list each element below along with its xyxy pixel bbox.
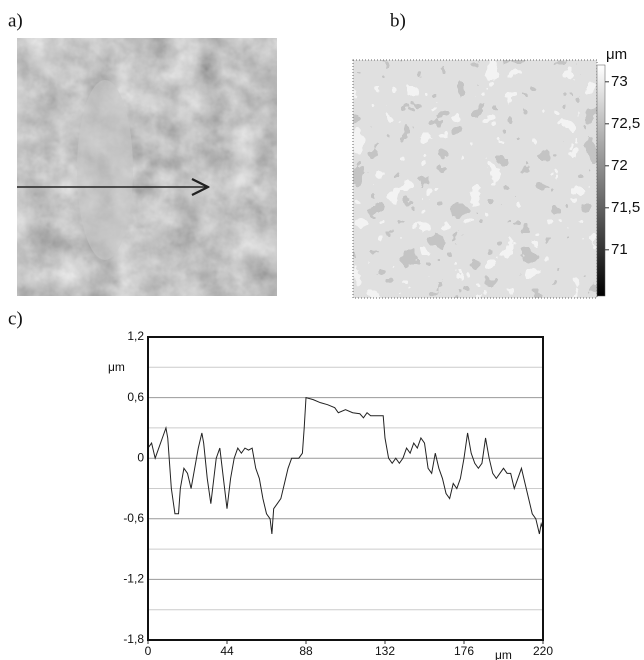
- profile-line: [147, 396, 544, 535]
- y-tick-label: -1,2: [123, 572, 144, 586]
- x-tick-label: 176: [454, 644, 474, 658]
- colorbar-tick-label: 73: [611, 73, 628, 90]
- y-tick-label: 1,2: [127, 329, 144, 343]
- afm-image: [17, 38, 277, 296]
- panel-label: c): [8, 308, 23, 329]
- afm-image: [353, 60, 597, 298]
- x-tick-label: 88: [299, 644, 313, 658]
- y-tick-label: 0,6: [127, 390, 144, 404]
- x-tick-label: 132: [375, 644, 395, 658]
- panel-label: a): [8, 10, 23, 31]
- plot-frame: [147, 336, 544, 641]
- image-region: [77, 80, 133, 260]
- panel-label: b): [390, 10, 406, 31]
- x-tick-label: 44: [220, 644, 234, 658]
- x-tick-label: 220: [533, 644, 553, 658]
- colorbar-tick-label: 71,5: [611, 199, 640, 216]
- x-tick-label: 0: [145, 644, 152, 658]
- y-axis-label: μm: [108, 360, 125, 374]
- y-tick-label: -1,8: [123, 632, 144, 646]
- colorbar-tick-label: 72: [611, 157, 628, 174]
- colorbar-tick-label: 72,5: [611, 115, 640, 132]
- colorbar: [596, 64, 606, 297]
- x-axis-label: μm: [495, 648, 512, 660]
- colorbar-tick-label: 71: [611, 241, 628, 258]
- y-tick-label: 0: [137, 450, 144, 464]
- colorbar-unit: μm: [606, 46, 627, 63]
- y-tick-label: -0,6: [123, 511, 144, 525]
